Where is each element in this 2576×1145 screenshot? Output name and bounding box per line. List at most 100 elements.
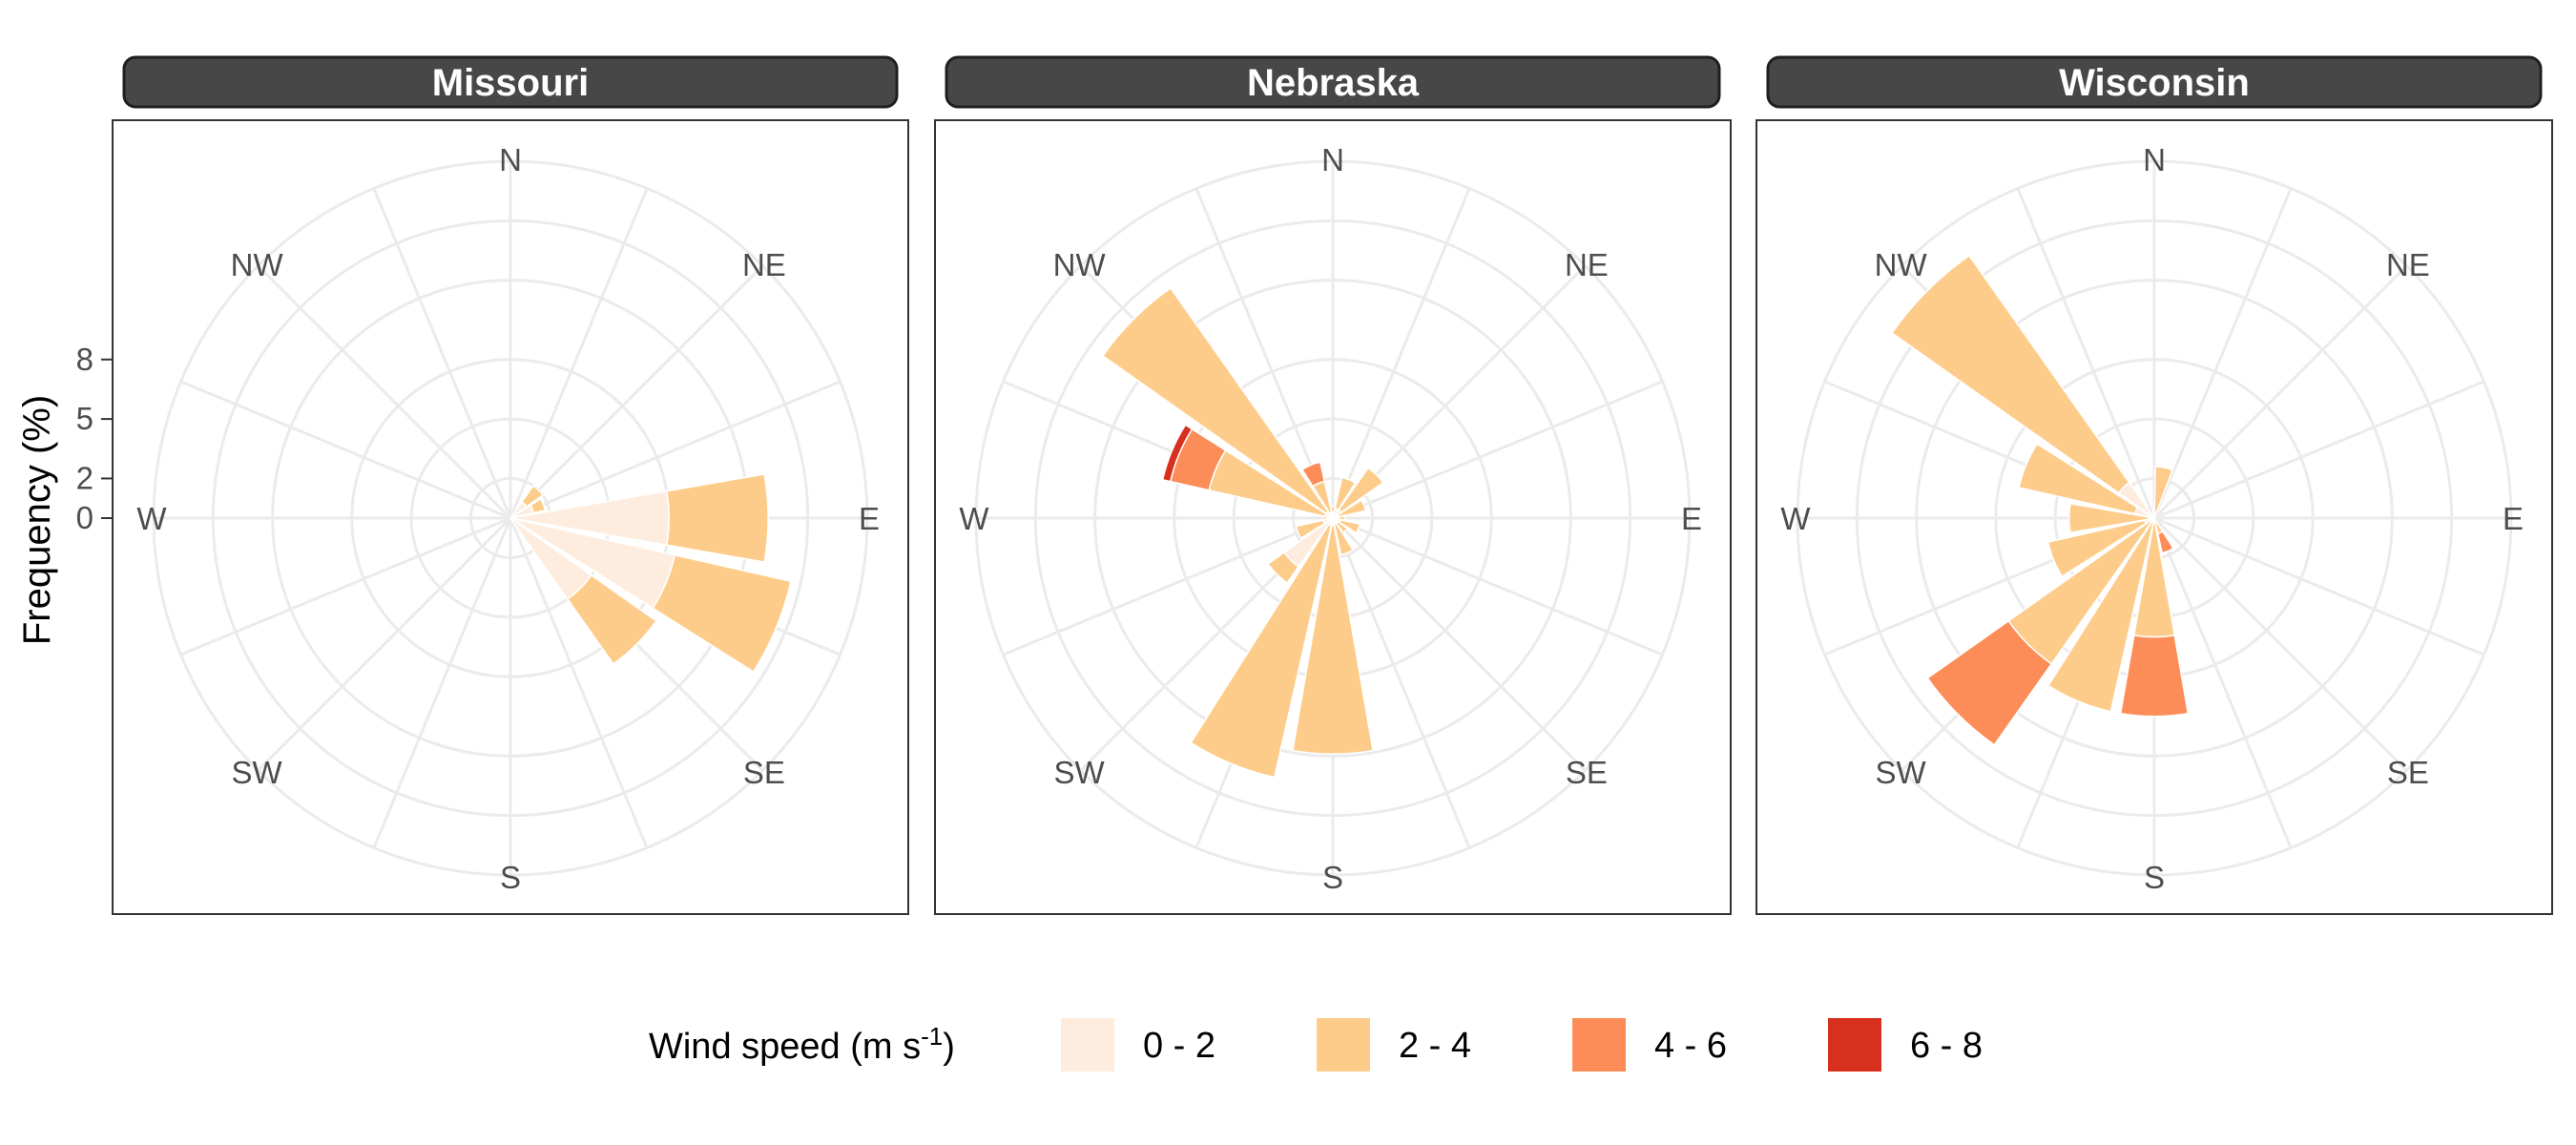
direction-label-ne: NE (2386, 247, 2430, 282)
legend: Wind speed (m s-1) 0 - 2 2 - 4 4 - 6 6 - 8 (649, 1018, 1983, 1072)
wedge-nebraska-157.5-bin1 (1333, 522, 1355, 556)
wedge-nebraska-247.5-bin1 (1295, 519, 1326, 540)
grid-spoke (179, 516, 511, 656)
grid-spoke (1331, 516, 1587, 772)
wedge-wisconsin-180-bin2 (2119, 634, 2190, 718)
wedge-nebraska-135-bin1 (1335, 520, 1349, 534)
grid-spoke (1195, 187, 1335, 519)
grid-spoke (179, 380, 511, 520)
wedge-missouri-90-bin1 (665, 473, 769, 563)
strip-label-nebraska: Nebraska (1247, 62, 1420, 104)
grid-spoke (2152, 187, 2293, 519)
panel-border (1755, 119, 2553, 915)
direction-label-w: W (1780, 501, 1811, 536)
wedge-wisconsin-270-bin1 (2067, 502, 2150, 534)
grid-spoke (2153, 380, 2485, 520)
grid-spoke (2153, 516, 2485, 656)
legend-label-3: 6 - 8 (1910, 1026, 1983, 1066)
direction-label-se: SE (2387, 755, 2429, 790)
panel-border (934, 119, 1732, 915)
wedge-nebraska-225-bin1 (1267, 551, 1300, 584)
r-axis-tick-label: 2 (76, 460, 93, 495)
direction-label-nw: NW (231, 247, 284, 282)
panels: MissouriNNEESESSWWNW0258NebraskaNNEESESS… (76, 55, 2553, 915)
wedge-missouri-135-bin1 (566, 573, 657, 665)
legend-label-2: 4 - 6 (1654, 1026, 1727, 1066)
grid-spoke (2152, 516, 2408, 772)
wedge-wisconsin-292.5-bin1 (2018, 443, 2139, 515)
grid-spoke (372, 517, 512, 849)
grid-spoke (1332, 380, 1664, 520)
legend-key-0 (1061, 1018, 1114, 1072)
grid-spoke (2152, 264, 2408, 520)
wedge-nebraska-315-bin1 (1101, 286, 1330, 515)
direction-label-s: S (2144, 860, 2165, 895)
direction-label-sw: SW (1054, 755, 1106, 790)
legend-title-close: ) (943, 1027, 955, 1067)
wedge-missouri-67.5-bin1 (530, 497, 547, 514)
direction-label-se: SE (743, 755, 785, 790)
y-axis-label: Frequency (%) (16, 395, 58, 645)
legend-key-3 (1828, 1018, 1881, 1072)
legend-label-1: 2 - 4 (1399, 1026, 1471, 1066)
direction-label-n: N (1321, 142, 1344, 177)
grid-spoke (1002, 516, 1334, 656)
strip-nebraska (945, 55, 1721, 109)
r-axis-tick-label: 5 (76, 401, 93, 436)
direction-label-ne: NE (1565, 247, 1609, 282)
grid-spoke (1332, 516, 1664, 656)
grid-spoke (257, 264, 512, 520)
direction-label-sw: SW (232, 755, 283, 790)
wedge-nebraska-22.5-bin1 (1334, 476, 1357, 511)
grid-spoke (1331, 517, 1471, 849)
grid-spoke (509, 380, 841, 520)
legend-key-2 (1572, 1018, 1626, 1072)
direction-label-ne: NE (742, 247, 786, 282)
wedge-nebraska-112.5-bin1 (1338, 518, 1361, 534)
direction-label-se: SE (1566, 755, 1608, 790)
wedge-wisconsin-225-bin2 (1926, 619, 2053, 746)
direction-label-n: N (499, 142, 522, 177)
wedge-nebraska-180-bin1 (1292, 525, 1374, 755)
direction-label-nw: NW (1053, 247, 1107, 282)
grid-spoke (372, 187, 512, 519)
r-axis-tick-label: 0 (76, 500, 93, 535)
legend-key-1 (1317, 1018, 1370, 1072)
grid-spoke (1331, 187, 1471, 519)
wedge-missouri-112.5-bin1 (652, 553, 792, 674)
panel-wisconsin: Wisconsin N NE E SE S SW W NW (1755, 55, 2553, 915)
wedge-wisconsin-315-bin1 (1890, 254, 2130, 494)
direction-label-e: E (2503, 501, 2524, 536)
wedge-wisconsin-202.5-bin1 (2046, 517, 2155, 713)
panel-missouri: Missouri N NE E SE S SW W NW 0 2 5 8 (76, 55, 909, 915)
wedge-nebraska-45-bin1 (1337, 467, 1384, 514)
grid-spoke (509, 264, 764, 520)
wedge-nebraska-292.5-bin3 (1161, 424, 1194, 483)
legend-label-0: 0 - 2 (1143, 1026, 1215, 1066)
direction-label-w: W (136, 501, 167, 536)
legend-title-superscript: -1 (921, 1022, 943, 1051)
wedge-wisconsin-247.5-bin1 (2046, 519, 2148, 578)
grid-spoke (509, 187, 649, 519)
direction-label-e: E (1681, 501, 1702, 536)
direction-label-w: W (959, 501, 989, 536)
grid-spoke (2016, 187, 2156, 519)
r-axis-tick-label: 8 (76, 342, 93, 377)
strip-wisconsin (1766, 55, 2543, 109)
wedge-nebraska-202.5-bin1 (1190, 523, 1333, 779)
strip-label-wisconsin: Wisconsin (2059, 62, 2250, 104)
grid-spoke (2152, 517, 2293, 849)
grid-spoke (257, 516, 512, 772)
grid-spoke (509, 517, 649, 849)
wedge-wisconsin-11-bin1 (2153, 466, 2174, 519)
legend-title: Wind speed (m s-1) (649, 1022, 955, 1067)
direction-label-n: N (2143, 142, 2166, 177)
direction-label-s: S (500, 860, 521, 895)
strip-missouri (122, 55, 899, 109)
panel-nebraska: Nebraska N NE E SE S SW W NW (934, 55, 1732, 915)
direction-label-s: S (1322, 860, 1343, 895)
wedge-missouri-45-bin1 (520, 484, 545, 509)
wedge-nebraska-67.5-bin1 (1337, 499, 1367, 518)
direction-label-nw: NW (1875, 247, 1928, 282)
